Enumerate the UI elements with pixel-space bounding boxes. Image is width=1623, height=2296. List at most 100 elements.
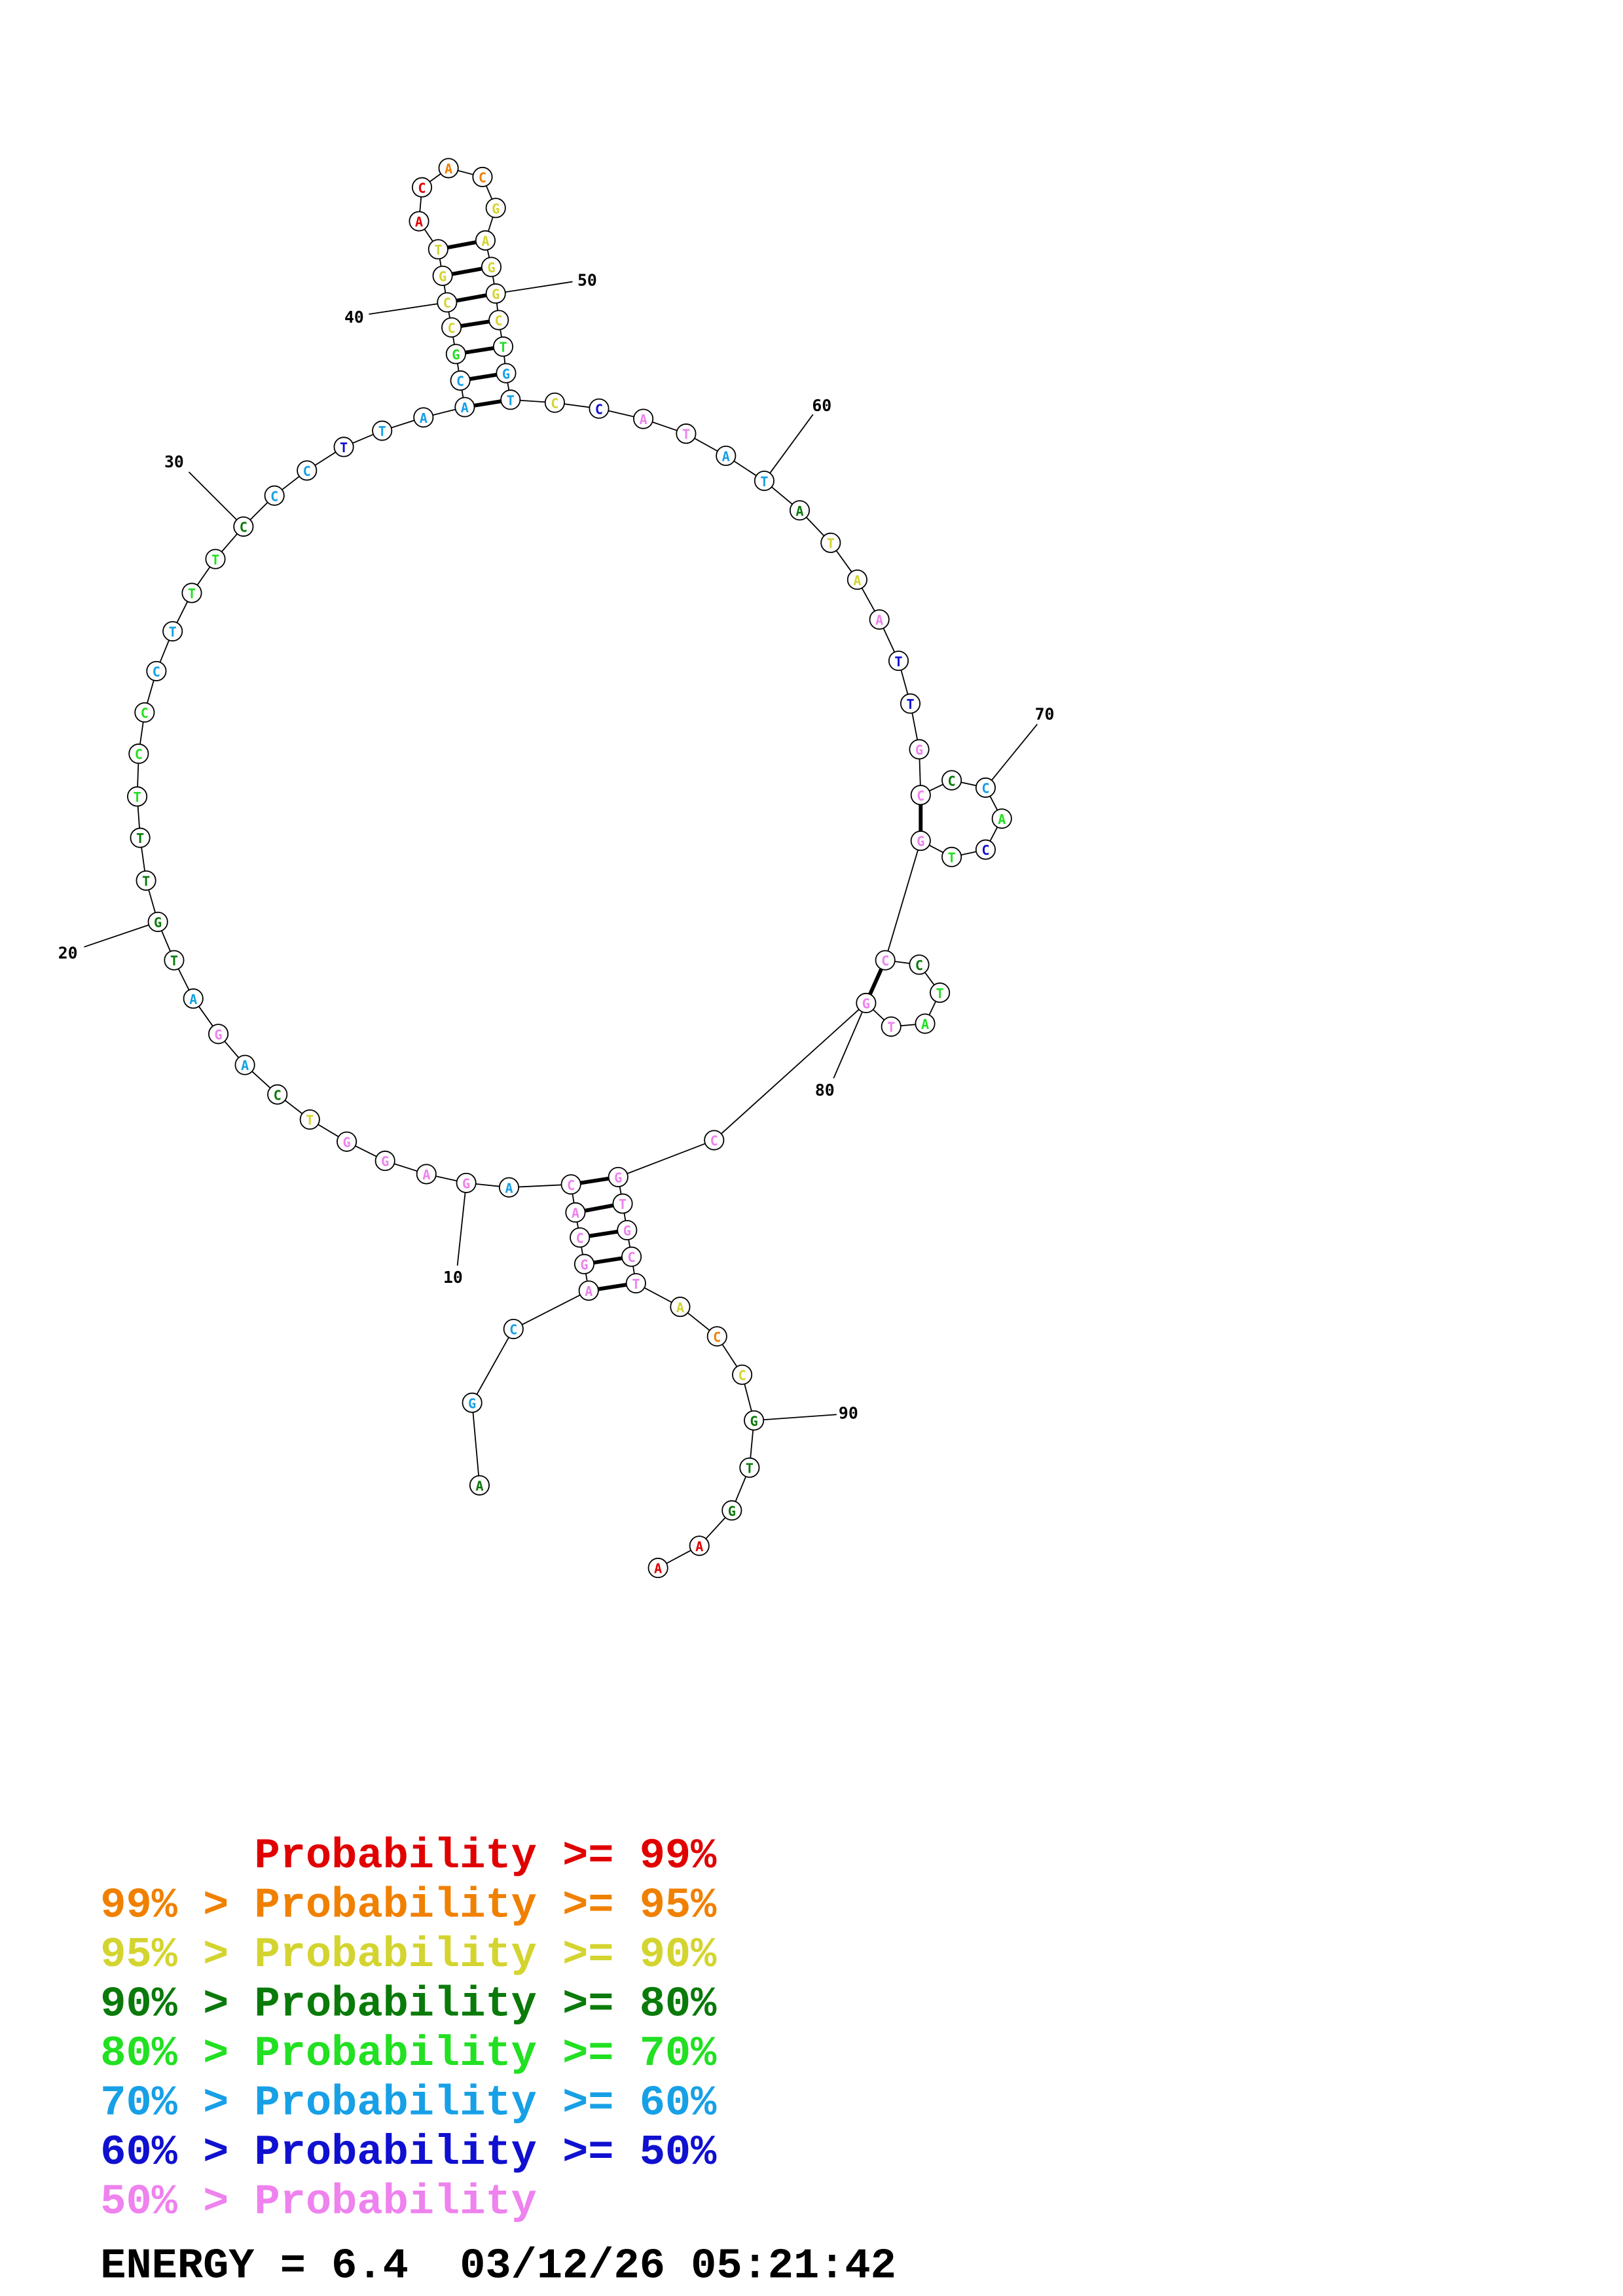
nucleotide-circle [909, 954, 930, 975]
number-tick [456, 1183, 467, 1266]
backbone [509, 1183, 572, 1189]
nucleotide: G [147, 911, 168, 933]
nucleotide-circle [432, 265, 453, 286]
nucleotide: G [856, 992, 877, 1014]
nucleotide-letter: A [795, 503, 803, 519]
nucleotide: A [633, 408, 654, 429]
nucleotide-letter: T [136, 831, 144, 846]
nucleotide-letter: T [936, 986, 943, 1001]
nucleotide-circle [333, 437, 354, 457]
nucleotide: C [441, 317, 462, 338]
position-number: 20 [58, 943, 78, 962]
nucleotide-circle [975, 839, 996, 860]
nucleotide-letter: T [340, 440, 348, 456]
nucleotide: G [445, 344, 466, 365]
backbone [513, 1290, 589, 1330]
nucleotide-circle [910, 831, 931, 852]
nucleotide-letter: T [760, 474, 768, 490]
nucleotide-circle [205, 548, 226, 569]
nucleotide: A [413, 407, 434, 428]
nucleotide-circle [496, 363, 517, 384]
nucleotide-circle [233, 516, 254, 537]
nucleotide: A [234, 1054, 255, 1075]
nucleotide: T [130, 827, 151, 848]
nucleotide: T [299, 1109, 320, 1130]
nucleotide: T [612, 1193, 633, 1214]
nucleotide: T [754, 471, 775, 492]
nucleotide-letter: C [713, 1329, 721, 1345]
nucleotide-letter: T [378, 423, 386, 439]
nucleotide-circle [721, 1500, 742, 1521]
nucleotide: C [503, 1318, 524, 1340]
nucleotide-circle [454, 397, 475, 418]
nucleotide-letter: C [509, 1322, 517, 1338]
nucleotide-letter: C [710, 1133, 718, 1149]
nucleotide-circle [617, 1219, 638, 1241]
nucleotide-letter: C [595, 401, 603, 417]
nucleotide-letter: T [947, 850, 955, 865]
nucleotide-circle [181, 583, 202, 603]
nucleotide: C [589, 398, 610, 419]
nucleotide-circle [732, 1364, 753, 1385]
nucleotide-letter: T [306, 1113, 314, 1128]
nucleotide-circle [739, 1457, 760, 1478]
nucleotide-letter: G [452, 347, 460, 363]
nucleotide: T [888, 651, 909, 672]
nucleotide-letter: A [422, 1167, 430, 1183]
nucleotide-circle [183, 988, 204, 1009]
nucleotide-letter: A [875, 613, 883, 628]
nucleotide-circle [570, 1227, 591, 1248]
nucleotide: C [560, 1174, 581, 1195]
nucleotide-letter: A [572, 1206, 579, 1221]
nucleotide-letter: A [461, 400, 469, 416]
nucleotide: A [454, 397, 475, 418]
nucleotide-circle [647, 1558, 668, 1579]
nucleotide-letter: G [462, 1176, 470, 1192]
nucleotide-circle [744, 1410, 765, 1431]
nucleotide: A [498, 1177, 520, 1198]
nucleotide-letter: C [495, 313, 503, 329]
nucleotide-letter: A [654, 1561, 662, 1577]
nucleotide: T [941, 846, 962, 867]
nucleotide-circle [485, 283, 506, 304]
nucleotide: G [337, 1131, 357, 1152]
nucleotide: C [297, 460, 318, 481]
nucleotide-letter: G [915, 742, 923, 758]
nucleotide-circle [975, 777, 996, 798]
nucleotide-letter: A [676, 1300, 684, 1316]
nucleotide: G [485, 283, 506, 304]
nucleotide: C [975, 777, 996, 798]
nucleotide-circle [411, 177, 433, 198]
nucleotide-letter: T [746, 1460, 754, 1476]
nucleotide-circle [130, 827, 151, 848]
nucleotide-letter: T [211, 552, 219, 567]
nucleotide: C [875, 950, 896, 971]
nucleotide-letter: A [505, 1180, 513, 1196]
nucleotide: T [625, 1273, 646, 1294]
nucleotide-letter: A [722, 448, 730, 464]
backbone [471, 1329, 515, 1403]
nucleotide: T [676, 423, 697, 444]
nucleotide-letter: A [420, 410, 428, 426]
nucleotide-letter: G [492, 287, 500, 302]
nucleotide-circle [915, 1013, 936, 1034]
legend-row: 70% > Probability >= 60% [100, 2079, 717, 2128]
nucleotide: A [183, 988, 204, 1009]
nucleotide-circle [716, 445, 737, 466]
nucleotide-circle [544, 392, 565, 413]
nucleotide: C [732, 1364, 753, 1385]
nucleotide-circle [462, 1392, 483, 1413]
nucleotide-letter: C [881, 953, 889, 969]
nucleotide-circle [128, 744, 149, 764]
nucleotide: G [208, 1024, 229, 1045]
nucleotide-circle [267, 1084, 288, 1105]
legend-row: 60% > Probability >= 50% [100, 2128, 717, 2177]
nucleotide: A [847, 569, 867, 590]
nucleotide-letter: C [917, 788, 924, 804]
backbone [714, 1002, 867, 1141]
nucleotide-circle [409, 211, 429, 232]
nucleotide-letter: G [439, 269, 447, 285]
nucleotide: A [416, 1164, 437, 1185]
nucleotide-letter: C [479, 170, 486, 186]
nucleotide: T [205, 548, 226, 569]
